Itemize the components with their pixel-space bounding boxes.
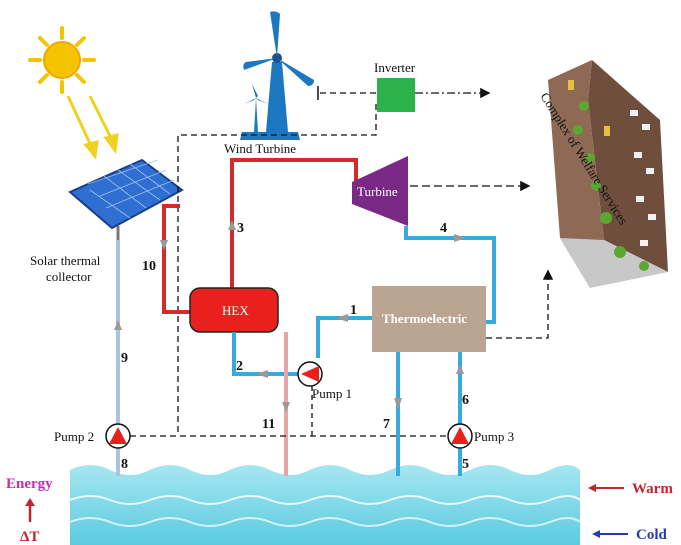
building-complex-icon: [548, 60, 668, 288]
stream-4-arrow: [454, 234, 466, 242]
hex-label: HEX: [222, 303, 249, 318]
power-line-left: [177, 104, 377, 436]
stream-1-line: [316, 316, 372, 358]
turbine-block: [352, 156, 408, 226]
stream-9-arrow: [114, 320, 122, 330]
stream-number-10: 10: [142, 259, 156, 274]
thermoelectric-power-arrow: [486, 269, 554, 339]
thermoelectric-block: [372, 286, 486, 352]
stream-number-8: 8: [121, 457, 128, 472]
pump-1-icon: [297, 361, 323, 387]
pump-3-label: Pump 3: [474, 429, 514, 444]
sea-water: [69, 465, 581, 545]
inverter-label: Inverter: [374, 60, 416, 75]
stream-10-arrow: [160, 240, 168, 250]
inverter-box: [377, 78, 415, 112]
stream-number-4: 4: [440, 221, 447, 236]
pump-1-label: Pump 1: [312, 386, 352, 401]
stream-2-line: [232, 332, 300, 376]
sun-icon: [28, 26, 96, 94]
thermoelectric-label: Thermoelectric: [382, 311, 467, 326]
solar-label-line1: Solar thermal: [30, 253, 101, 268]
stream-11-arrow: [282, 402, 290, 412]
stream-6-arrow: [456, 364, 464, 374]
sun-ray-arrows: [66, 95, 119, 160]
stream-number-1: 1: [350, 303, 357, 318]
warm-label: Warm: [632, 481, 673, 497]
turbine-label: Turbine: [357, 184, 398, 199]
pump-2-icon: [105, 423, 131, 449]
stream-4-line: [404, 226, 496, 324]
cold-label: Cold: [636, 527, 668, 543]
stream-7-arrow: [394, 398, 402, 410]
stream-3-arrow: [228, 220, 236, 230]
stream-1-arrow: [336, 314, 348, 322]
stream-number-9: 9: [121, 351, 128, 366]
stream-number-2: 2: [236, 359, 243, 374]
stream-10-line: [162, 204, 190, 314]
wind-turbine-label: Wind Turbine: [224, 141, 296, 156]
stream-number-5: 5: [462, 457, 469, 472]
solar-panel-icon: [68, 158, 184, 240]
up-arrow-icon: [25, 498, 35, 522]
delta-t-label: ΔT: [20, 529, 39, 545]
stream-number-3: 3: [237, 221, 244, 236]
warm-arrow-icon: [588, 484, 624, 492]
solar-label-line2: collector: [46, 269, 92, 284]
stream-number-7: 7: [383, 417, 390, 432]
stream-2-arrow: [256, 370, 268, 378]
energy-label: Energy: [6, 476, 53, 492]
wind-turbine-icon: [240, 11, 314, 140]
pump-3-icon: [447, 423, 473, 449]
stream-3-line: [230, 158, 358, 290]
pump-2-label: Pump 2: [54, 429, 94, 444]
cold-arrow-icon: [592, 530, 628, 538]
stream-number-6: 6: [462, 393, 469, 408]
stream-number-11: 11: [262, 417, 275, 432]
